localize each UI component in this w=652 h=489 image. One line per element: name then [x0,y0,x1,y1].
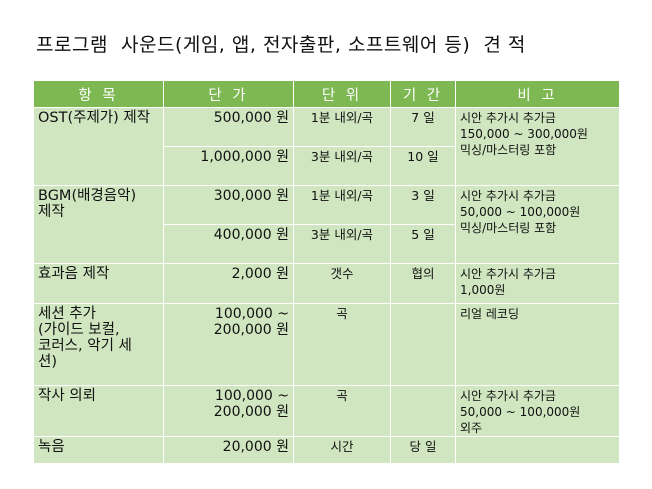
quote-table: 항 목 단 가 단 위 기 간 비 고 OST(주제가) 제작 500,000 … [33,80,620,464]
period-cell: 협의 [390,263,456,304]
header-row: 항 목 단 가 단 위 기 간 비 고 [33,80,620,108]
note-cell: 리얼 레코딩 [455,303,620,386]
item-cell: BGM(배경음악) 제작 [33,185,164,264]
price-cell: 1,000,000 원 [163,146,294,186]
price-cell: 20,000 원 [163,436,294,464]
header-unit: 단 위 [293,80,391,108]
item-cell: 작사 의뢰 [33,385,164,437]
header-period: 기 간 [390,80,456,108]
note-cell: 시안 추가시 추가금 150,000 ~ 300,000원 믹싱/마스터링 포함 [455,107,620,186]
item-cell: 녹음 [33,436,164,464]
price-cell: 500,000 원 [163,107,294,147]
table-row-sfx: 효과음 제작 2,000 원 갯수 협의 시안 추가시 추가금 1,000원 [33,263,620,304]
header-note: 비 고 [455,80,620,108]
unit-cell: 3분 내외/곡 [293,224,391,264]
unit-cell: 곡 [293,303,391,386]
table-row-recording: 녹음 20,000 원 시간 당 일 [33,436,620,464]
table-row-ost-sub: 1,000,000 원 3분 내외/곡 10 일 [34,146,620,186]
period-cell [390,385,456,437]
period-cell: 5 일 [390,224,456,264]
unit-cell: 곡 [293,385,391,437]
table-row-ost: OST(주제가) 제작 500,000 원 1분 내외/곡 7 일 시안 추가시… [33,107,620,186]
header-price: 단 가 [163,80,294,108]
price-cell: 100,000 ~ 200,000 원 [163,385,294,437]
price-cell: 2,000 원 [163,263,294,304]
table-row-bgm: BGM(배경음악) 제작 300,000 원 1분 내외/곡 3 일 시안 추가… [33,185,620,264]
price-cell: 100,000 ~ 200,000 원 [163,303,294,386]
unit-cell: 시간 [293,436,391,464]
period-cell: 10 일 [390,146,456,186]
period-cell [390,303,456,386]
item-cell: 세션 추가 (가이드 보컬, 코러스, 악기 세 션) [33,303,164,386]
note-cell: 시안 추가시 추가금 1,000원 [455,263,620,304]
note-cell [455,436,620,464]
note-cell: 시안 추가시 추가금 50,000 ~ 100,000원 믹싱/마스터링 포함 [455,185,620,264]
price-cell: 400,000 원 [163,224,294,264]
period-cell: 당 일 [390,436,456,464]
item-cell: OST(주제가) 제작 [33,107,164,186]
price-cell: 300,000 원 [163,185,294,225]
table-row-bgm-sub: 400,000 원 3분 내외/곡 5 일 [34,224,620,264]
table-row-lyrics: 작사 의뢰 100,000 ~ 200,000 원 곡 시안 추가시 추가금 5… [33,385,620,437]
page-title: 프로그램 사운드(게임, 앱, 전자출판, 소프트웨어 등) 견 적 [36,34,526,56]
unit-cell: 1분 내외/곡 [293,107,391,147]
item-cell: 효과음 제작 [33,263,164,304]
period-cell: 7 일 [390,107,456,147]
unit-cell: 갯수 [293,263,391,304]
period-cell: 3 일 [390,185,456,225]
table-row-session: 세션 추가 (가이드 보컬, 코러스, 악기 세 션) 100,000 ~ 20… [33,303,620,386]
note-cell: 시안 추가시 추가금 50,000 ~ 100,000원 외주 [455,385,620,437]
unit-cell: 3분 내외/곡 [293,146,391,186]
unit-cell: 1분 내외/곡 [293,185,391,225]
header-item: 항 목 [33,80,164,108]
